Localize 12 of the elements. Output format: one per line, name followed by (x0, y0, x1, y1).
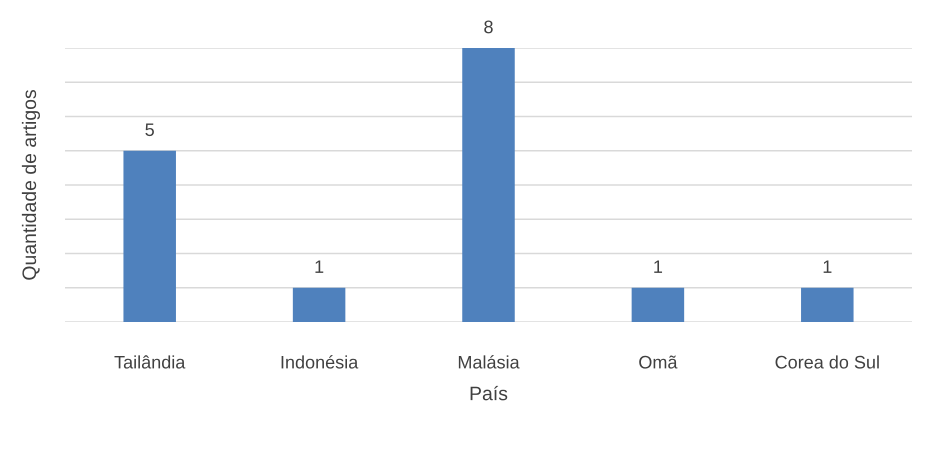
data-label: 1 (824, 260, 832, 273)
x-axis-title: País (470, 386, 508, 400)
data-label: 1 (315, 260, 324, 273)
y-axis-title: Quantidade de artigos (22, 90, 40, 280)
x-tick-label: Corea do Sul (776, 355, 879, 369)
x-tick-label: Omã (639, 355, 678, 369)
data-label: 5 (145, 123, 154, 136)
x-tick-label: Malásia (458, 355, 520, 369)
x-tick-label: Tailândia (114, 355, 186, 369)
data-label: 8 (484, 20, 493, 34)
data-label: 1 (654, 260, 662, 273)
x-tick-label: Indonésia (282, 355, 358, 369)
